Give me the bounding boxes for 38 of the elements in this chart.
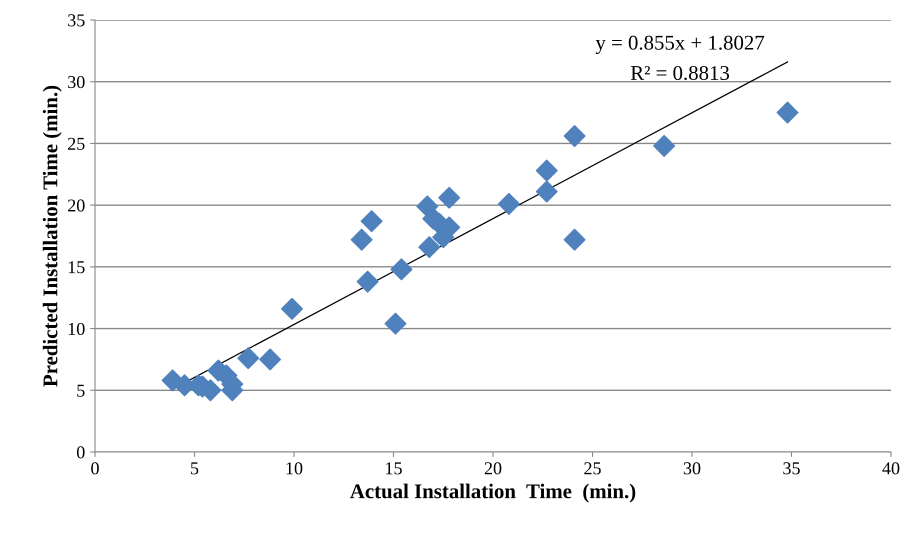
point [360, 210, 383, 232]
point [776, 102, 799, 124]
point [564, 228, 586, 251]
x-tick-label: 10 [286, 462, 302, 474]
y-tick-label: 0 [76, 446, 85, 458]
x-tick-label: 25 [584, 462, 601, 474]
x-axis-title: Actual Installation Time (min.) [350, 484, 636, 503]
x-tick-label: 5 [191, 462, 198, 474]
point [418, 236, 440, 258]
point [356, 270, 379, 293]
point [281, 298, 304, 320]
y-tick-label: 5 [77, 384, 85, 397]
y-tick-label: 25 [68, 138, 85, 150]
y-tick-label: 15 [68, 261, 85, 274]
point [438, 186, 460, 209]
x-tick-label: 0 [91, 462, 99, 474]
y-axis-title: Predicted Installation Time (min.) [42, 86, 62, 387]
x-tick-label: 30 [684, 462, 700, 474]
point [384, 312, 406, 335]
y-tick-label: 20 [68, 199, 85, 212]
point [498, 192, 520, 215]
y-tick-label: 30 [68, 76, 85, 88]
x-tick-label: 20 [484, 462, 502, 474]
y-tick-label: 35 [68, 14, 85, 26]
x-tick-label: 35 [783, 462, 800, 474]
y-tick-label: 10 [68, 322, 85, 336]
point [390, 258, 412, 280]
annotation: R² = 0.8813 [630, 66, 730, 80]
point [536, 160, 558, 182]
point [536, 180, 558, 203]
x-tick-label: 40 [882, 462, 900, 474]
point [653, 134, 676, 157]
point [259, 348, 282, 370]
x-tick-label: 15 [386, 462, 402, 474]
point [237, 347, 260, 370]
annotation: y = 0.855x + 1.8027 [596, 36, 764, 54]
point [350, 228, 373, 251]
point [564, 125, 586, 148]
